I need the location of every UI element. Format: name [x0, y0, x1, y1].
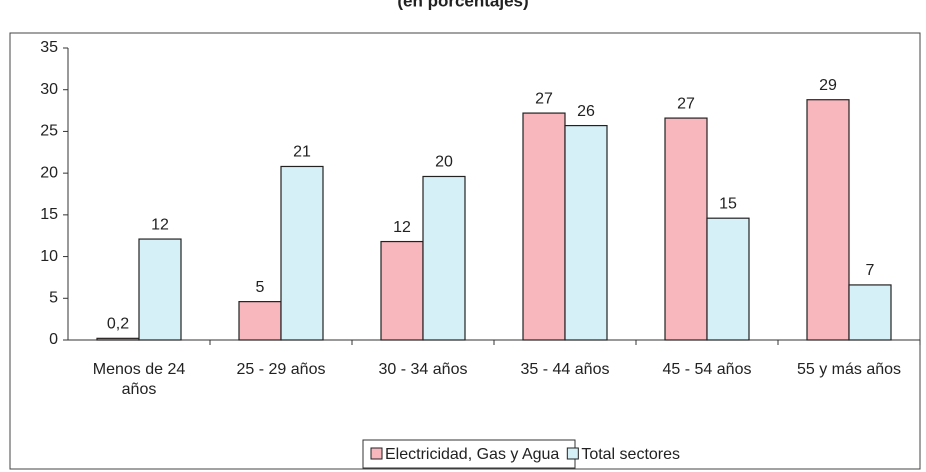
legend-label: Total sectores — [581, 446, 680, 463]
y-tick-label: 15 — [40, 206, 58, 223]
legend-label: Electricidad, Gas y Agua — [385, 446, 559, 463]
x-tick-label: Menos de 24 años — [92, 361, 186, 398]
bar — [96, 337, 140, 341]
data-label: 29 — [819, 77, 837, 94]
y-tick-label: 5 — [49, 290, 58, 307]
bar — [806, 99, 850, 341]
y-tick-label: 20 — [40, 164, 58, 181]
data-label: 27 — [677, 95, 695, 112]
data-label: 12 — [151, 216, 169, 233]
legend-box — [362, 439, 576, 469]
chart-title: (en porcentajes) — [397, 0, 528, 10]
data-label: 7 — [866, 262, 875, 279]
x-tick-label: 30 - 34 años — [378, 361, 468, 378]
bar — [664, 117, 708, 341]
frame — [9, 32, 921, 470]
y-tick-label: 35 — [40, 39, 58, 56]
bar — [564, 124, 608, 341]
data-label: 26 — [577, 103, 595, 120]
y-tick-label: 30 — [40, 81, 58, 98]
data-label: 5 — [256, 279, 265, 296]
data-label: 12 — [393, 219, 411, 236]
y-tick-label: 0 — [49, 331, 58, 348]
legend-swatch — [370, 447, 383, 460]
bar — [422, 175, 466, 341]
bar — [280, 165, 324, 341]
bar — [706, 217, 750, 341]
bar — [238, 301, 282, 341]
bar — [380, 240, 424, 341]
data-label: 15 — [719, 195, 737, 212]
legend-swatch — [566, 447, 579, 460]
x-tick-label: 25 - 29 años — [236, 361, 326, 378]
data-label: 21 — [293, 144, 311, 161]
x-tick-label: 45 - 54 años — [662, 361, 752, 378]
y-tick-label: 25 — [40, 123, 58, 140]
data-label: 0,2 — [107, 316, 129, 333]
data-label: 20 — [435, 154, 453, 171]
bar — [848, 284, 892, 341]
bar — [138, 238, 182, 341]
data-label: 27 — [535, 90, 553, 107]
x-tick-label: 55 y más años — [796, 361, 902, 378]
x-tick-label: 35 - 44 años — [520, 361, 610, 378]
bar — [522, 112, 566, 341]
y-tick-label: 10 — [40, 248, 58, 265]
